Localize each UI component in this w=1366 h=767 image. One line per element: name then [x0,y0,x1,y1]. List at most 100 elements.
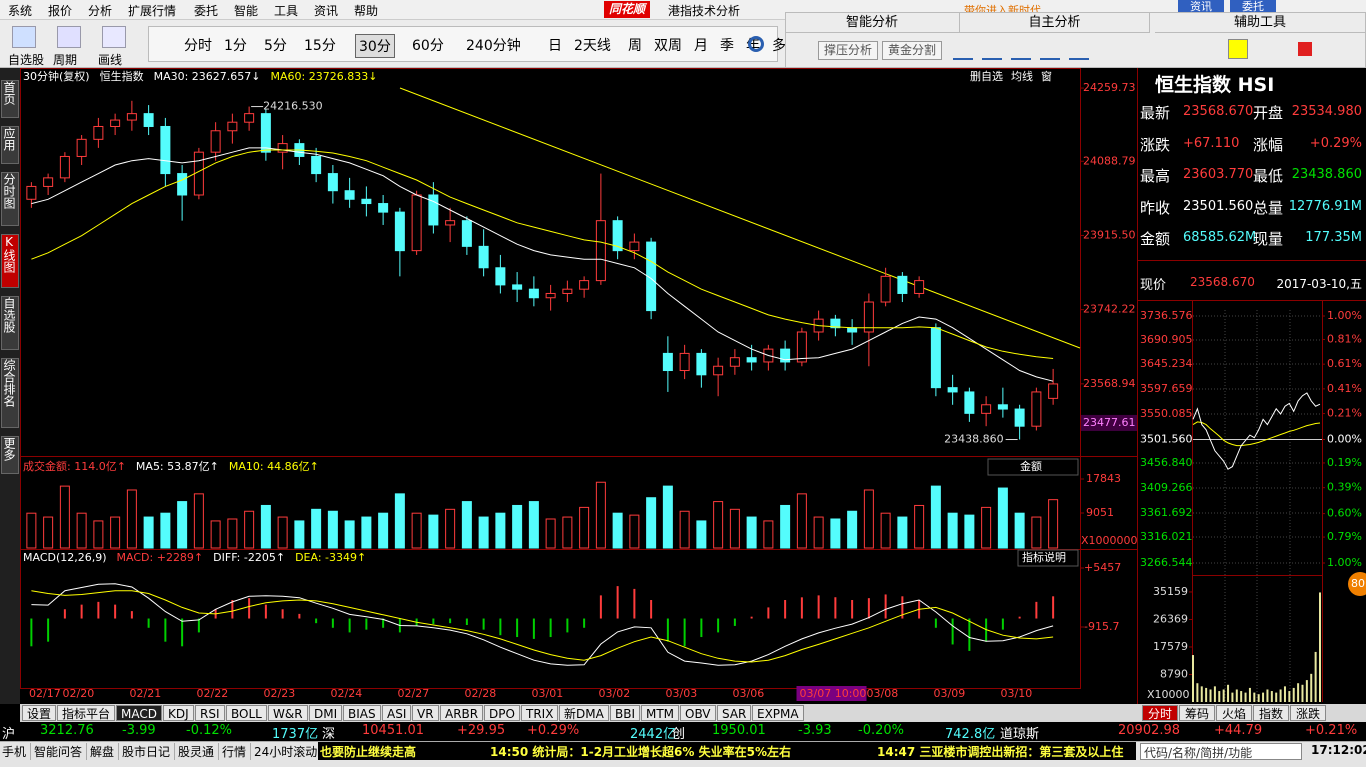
sidebar-item[interactable]: 综合排名 [1,358,19,428]
indicator-help[interactable]: 指标说明 [1022,550,1066,564]
side-tab[interactable]: 涨跌 [1290,705,1326,721]
tool-icon[interactable] [57,26,81,48]
panel-tab[interactable]: 辅助工具 [1155,13,1366,33]
indicator-tab[interactable]: TRIX [521,705,559,721]
tool-label[interactable]: 周期 [53,53,78,67]
indicator-tab[interactable]: DPO [484,705,520,721]
legend-text: MACD: +2289↑ [117,551,204,564]
indicator-tab[interactable]: 新DMA [559,705,609,721]
chart-button[interactable]: 均线 [1011,69,1033,83]
draw-tool[interactable] [1069,40,1089,60]
indicator-tab[interactable]: RSI [195,705,225,721]
news-item[interactable]: 14:47 三亚楼市调控出新招：第三套及以上住 [877,745,1124,759]
sidebar-item[interactable]: 分时图 [1,172,19,226]
indicator-tab[interactable]: DMI [309,705,343,721]
menu-item[interactable]: 系统 [8,4,33,18]
period-button[interactable]: 月 [694,38,708,54]
sidebar-item[interactable]: 首页 [1,80,19,118]
period-button[interactable]: 日 [548,38,562,54]
top-button[interactable]: 委托 [1230,0,1276,13]
status-button[interactable]: 股市日记 [122,743,176,760]
indicator-tab[interactable]: 设置 [22,705,57,721]
indicator-tab[interactable]: ARBR [440,705,484,721]
candle-body [260,113,271,153]
period-button[interactable]: 周 [628,38,642,54]
indicator-tab[interactable]: 指标平台 [57,705,116,721]
search-box[interactable]: 代码/名称/简拼/功能 [1140,743,1302,760]
menu-item[interactable]: 扩展行情 [128,4,177,18]
indicator-help-box [1017,549,1079,567]
top-button[interactable]: 资讯 [1178,0,1224,13]
period-button[interactable]: 5分 [264,38,287,54]
period-button[interactable]: 30分 [355,34,395,58]
max-label: 24216.530 [263,100,323,113]
period-button[interactable]: 季 [720,38,734,54]
indicator-tab[interactable]: W&R [268,705,308,721]
panel-tab[interactable]: 智能分析 [785,13,960,33]
period-button[interactable]: 15分 [304,38,336,54]
news-item[interactable]: 14:50 统计局：1-2月工业增长超6% 失业率在5%左右 [490,745,791,759]
chart-button[interactable]: 窗 [1041,69,1052,83]
draw-tool[interactable] [982,40,1002,60]
float-badge[interactable]: 80 [1348,572,1366,596]
indicator-tab[interactable]: SAR [717,705,752,721]
menu-item[interactable]: 智能 [234,4,259,18]
settings-gear[interactable] [748,36,764,52]
period-button[interactable]: 1分 [224,38,247,54]
indicator-tab[interactable]: OBV [680,705,716,721]
side-tab[interactable]: 火焰 [1216,705,1252,721]
indicator-tab[interactable]: BIAS [343,705,381,721]
panel-tab[interactable]: 自主分析 [960,13,1150,33]
indicator-tab[interactable]: BBI [610,705,641,721]
color-swatch[interactable] [1228,39,1248,59]
period-button[interactable]: 双周 [654,38,682,54]
indicator-tab[interactable]: MTM [641,705,680,721]
side-tab[interactable]: 分时 [1142,705,1178,721]
sidebar-item[interactable]: 自选股 [1,296,19,350]
indicator-tab[interactable]: EXPMA [752,705,804,721]
draw-tool[interactable] [1011,40,1031,60]
status-button[interactable]: 手机 [2,743,32,760]
indicator-tab[interactable]: BOLL [226,705,267,721]
indicator-tab[interactable]: MACD [116,705,162,721]
indicator-tab[interactable]: VR [412,705,439,721]
period-button[interactable]: 60分 [412,38,444,54]
menu-item[interactable]: 工具 [274,4,299,18]
legend-text: MA30: 23627.657↓ [154,70,261,83]
menu-item[interactable]: 分析 [88,4,113,18]
chart-button[interactable]: 删自选 [970,70,1003,83]
status-button[interactable]: 24小时滚动 [254,743,323,760]
ticker-item: 创 [672,727,686,742]
analysis-button[interactable]: 撑压分析 [818,41,879,60]
indicator-tab[interactable]: ASI [382,705,412,721]
menu-item[interactable]: 委托 [194,4,219,18]
status-button[interactable]: 行情 [222,743,252,760]
menu-item[interactable]: 资讯 [314,4,339,18]
menu-item[interactable]: 帮助 [354,4,379,18]
analysis-button[interactable]: 黄金分割 [882,41,943,60]
delete-tool[interactable] [1298,42,1312,56]
menu-item[interactable]: 报价 [48,4,73,18]
price-label: 现价 [1140,278,1167,293]
sidebar-item[interactable]: K线图 [1,234,19,288]
draw-tool[interactable] [953,40,973,60]
tool-icon[interactable] [102,26,126,48]
side-tab[interactable]: 指数 [1253,705,1289,721]
side-tab[interactable]: 筹码 [1179,705,1215,721]
period-button[interactable]: 2天线 [574,38,611,54]
selector[interactable]: 金额 [1020,459,1042,473]
indicator-tab[interactable]: KDJ [163,705,194,721]
sidebar-item[interactable]: 应用 [1,126,19,164]
sidebar-item[interactable]: 更多 [1,436,19,474]
status-button[interactable]: 解盘 [90,743,120,760]
period-button[interactable]: 240分钟 [466,38,521,54]
period-button[interactable]: 分时 [184,38,212,54]
volume-bar [260,504,271,549]
tool-label[interactable]: 画线 [98,53,123,67]
news-item[interactable]: 也要防止继续走高 [320,745,417,759]
tool-label[interactable]: 自选股 [8,53,45,67]
draw-tool[interactable] [1040,40,1060,60]
status-button[interactable]: 股灵通 [178,743,220,760]
tool-icon[interactable] [12,26,36,48]
status-button[interactable]: 智能问答 [34,743,88,760]
